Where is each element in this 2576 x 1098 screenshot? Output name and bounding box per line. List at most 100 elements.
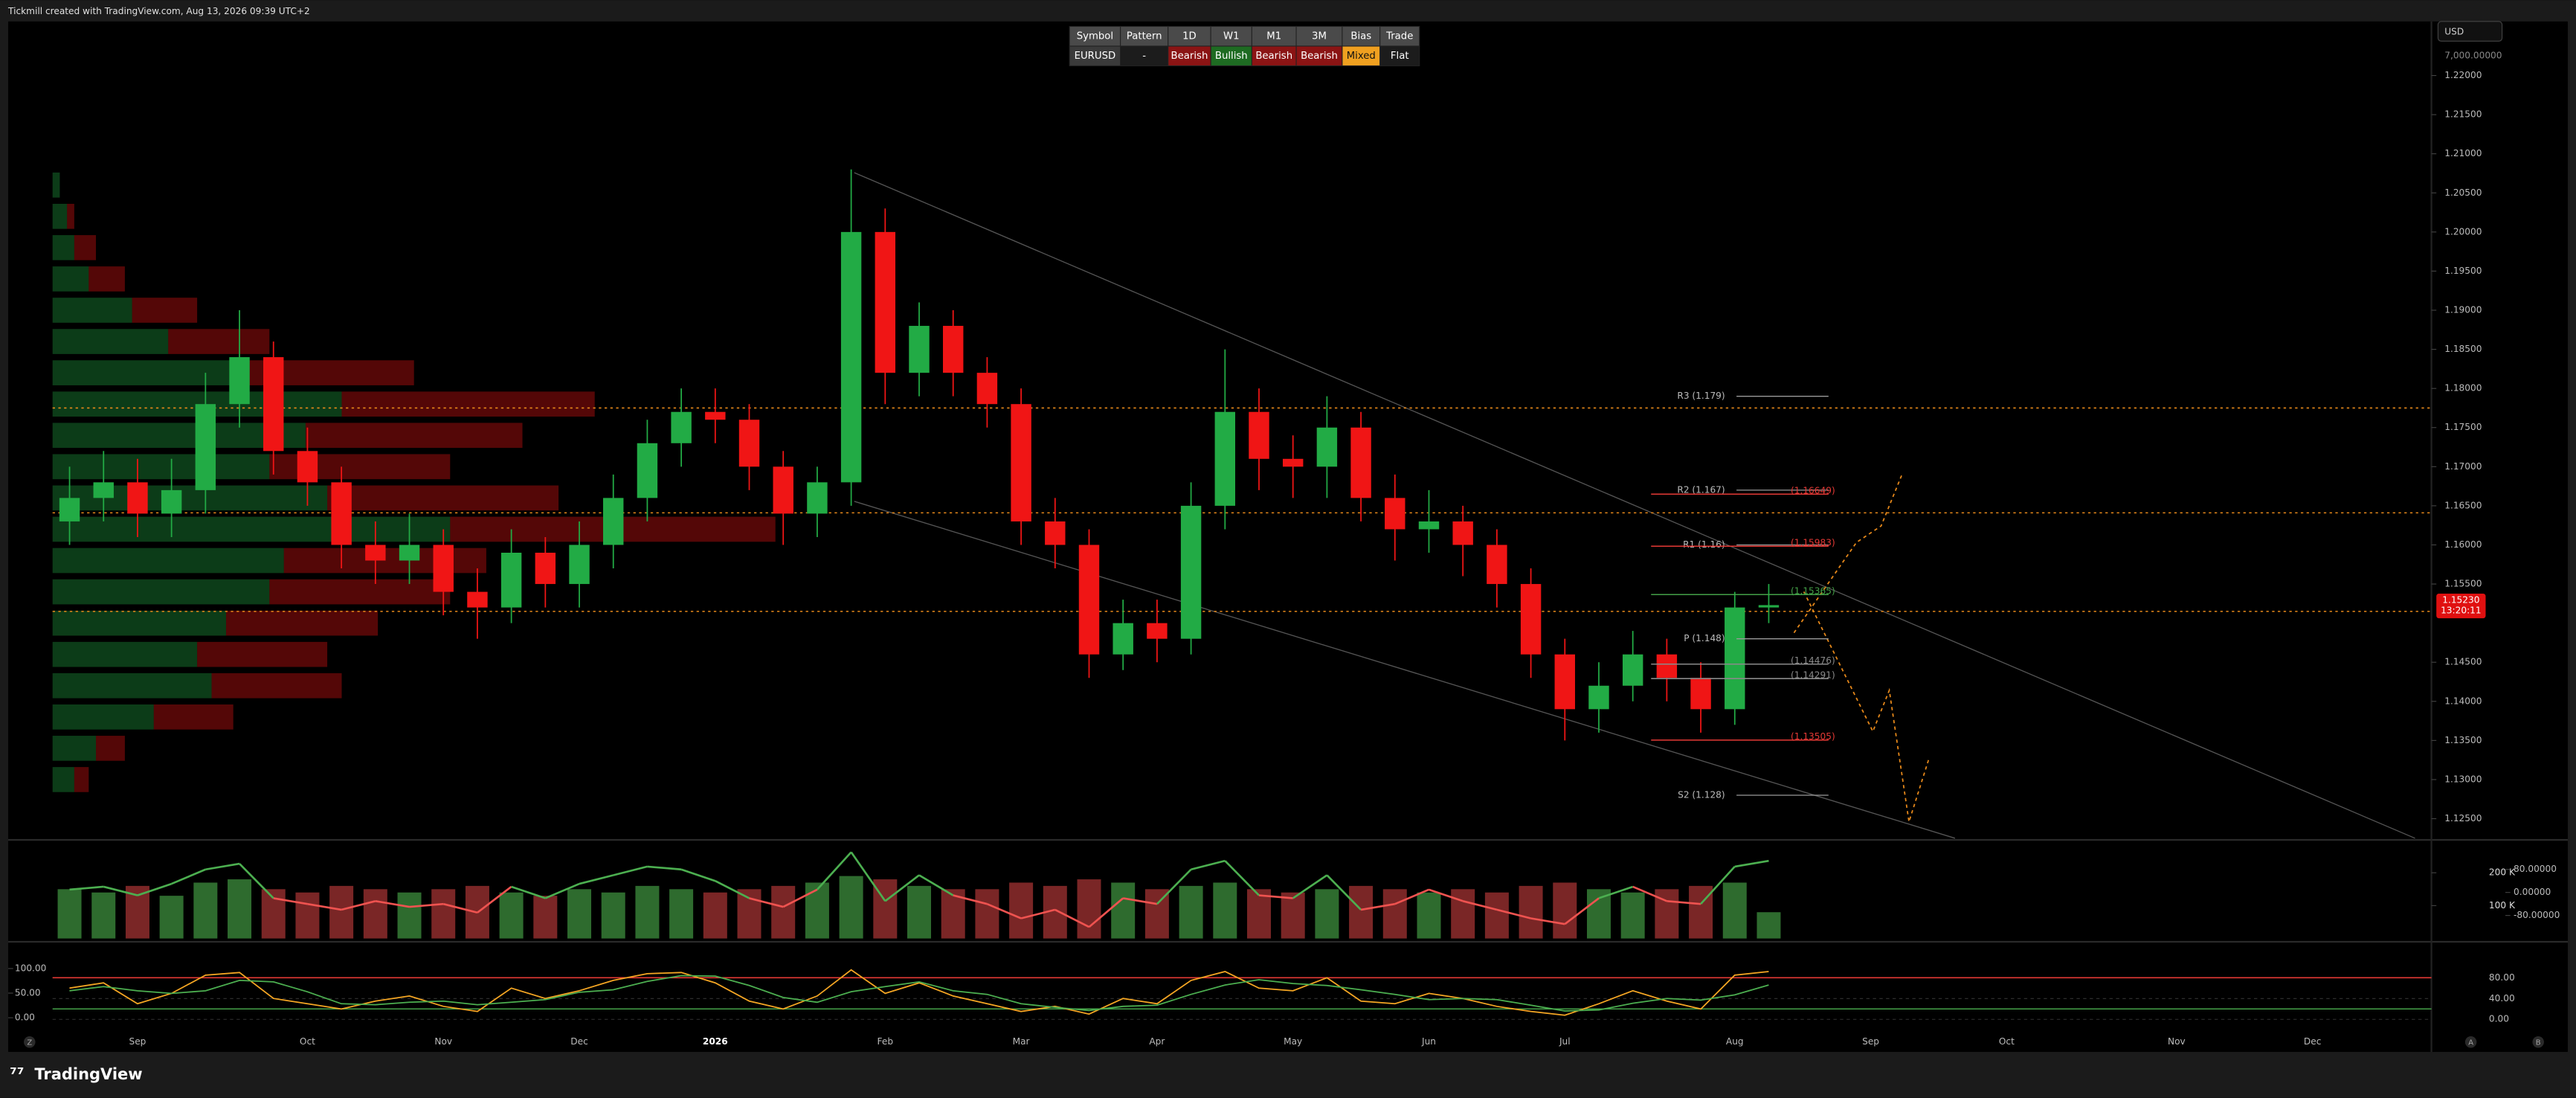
oscillator-segment xyxy=(1462,900,1498,911)
candle-body xyxy=(1758,605,1780,608)
candle-body xyxy=(637,443,658,498)
profile-down xyxy=(211,672,342,699)
profile-down xyxy=(96,736,125,761)
axis-button-label[interactable]: A xyxy=(2468,1038,2473,1047)
pivot-label: P (1.148) xyxy=(1684,633,1725,643)
profile-up xyxy=(52,516,451,542)
y-tick-label: 1.15500 xyxy=(2444,579,2482,589)
currency[interactable]: USD xyxy=(2444,27,2464,37)
oscillator-segment xyxy=(273,897,308,905)
volume-bar xyxy=(499,892,524,939)
volume-tick-label: 200 K xyxy=(2489,867,2516,878)
fib-label: (1.13505) xyxy=(1791,731,1835,742)
volume-bar xyxy=(1586,889,1611,939)
volume-bar xyxy=(839,876,863,939)
volume-bar xyxy=(295,892,320,939)
candle-body xyxy=(399,545,420,561)
table-header-text: Trade xyxy=(1385,31,1413,42)
volume-bar xyxy=(1382,889,1407,939)
table-cell-text: Mixed xyxy=(1347,51,1376,62)
x-tick-label: Oct xyxy=(1999,1036,2015,1047)
candle-body xyxy=(467,591,488,608)
volume-bar xyxy=(703,892,727,939)
oscillator-segment xyxy=(1394,888,1430,905)
profile-up xyxy=(52,172,60,198)
volume-bar xyxy=(1179,885,1203,939)
stoch-y2-label: 40.00 xyxy=(2489,993,2515,1004)
axis-button[interactable] xyxy=(2532,1036,2544,1048)
axis-button-label[interactable]: B xyxy=(2536,1038,2541,1047)
profile-up xyxy=(52,454,270,480)
volume-bar xyxy=(975,889,999,939)
x-tick-label: Jun xyxy=(1421,1036,1436,1047)
brand-logo: ⁷⁷ xyxy=(10,1065,24,1084)
x-tick-label: 2026 xyxy=(703,1036,728,1047)
profile-down xyxy=(74,235,97,260)
profile-up xyxy=(52,610,226,636)
fib-label: (1.14476) xyxy=(1791,655,1835,666)
volume-bar xyxy=(567,889,592,939)
y-tick-label: 1.13500 xyxy=(2444,735,2482,745)
currency-box[interactable] xyxy=(2437,21,2503,42)
candle-body xyxy=(1554,654,1575,710)
candle-body xyxy=(1690,678,1711,710)
candle-body xyxy=(1214,411,1236,506)
profile-down xyxy=(168,329,270,354)
volume-bar xyxy=(1484,892,1509,939)
oscillator-segment xyxy=(579,874,614,885)
axis-button[interactable] xyxy=(2464,1036,2477,1048)
y-tick-label: 1.21000 xyxy=(2444,148,2482,158)
axis-button[interactable] xyxy=(24,1036,36,1048)
candle-body xyxy=(1078,545,1100,655)
oscillator-segment xyxy=(1496,908,1531,919)
volume-bar xyxy=(601,892,625,939)
oscillator-segment xyxy=(544,882,580,899)
oscillator-segment xyxy=(1122,897,1158,905)
oscillator-segment xyxy=(69,885,104,891)
candle-body xyxy=(365,545,386,561)
candle-body xyxy=(263,357,284,452)
x-tick-label: Apr xyxy=(1149,1036,1165,1047)
oscillator-segment xyxy=(103,885,138,896)
y-tick-label: 1.20500 xyxy=(2444,187,2482,198)
candle-body xyxy=(1112,623,1133,655)
fib-label: (1.14291) xyxy=(1791,670,1835,680)
osc-tick-label: -80.00000 xyxy=(2514,910,2560,920)
candle-body xyxy=(433,545,454,592)
x-tick-label: Sep xyxy=(1862,1036,1879,1047)
volume-bar xyxy=(159,896,184,939)
profile-down xyxy=(225,610,379,636)
volume-bar xyxy=(329,885,354,939)
table-header-text: 1D xyxy=(1182,31,1197,42)
oscillator-segment xyxy=(1667,899,1701,905)
table-cell-text: EURUSD xyxy=(1075,51,1116,62)
volume-bar xyxy=(363,889,387,939)
volume-bar xyxy=(737,889,761,939)
oscillator-segment xyxy=(171,868,206,885)
y-tick-label: 1.21500 xyxy=(2444,109,2482,120)
stoch-tick-label: 100.00 xyxy=(15,963,46,973)
oscillator-segment xyxy=(816,851,852,890)
candle-body xyxy=(705,411,726,420)
candle-body xyxy=(1180,505,1202,639)
oscillator-segment xyxy=(1632,885,1667,902)
candle-body xyxy=(1487,545,1507,585)
axis-button-label[interactable]: Z xyxy=(27,1038,32,1047)
candle-body xyxy=(1622,654,1643,686)
oscillator-segment xyxy=(239,863,274,899)
volume-bar xyxy=(533,896,558,939)
candle-body xyxy=(1418,521,1440,530)
candle-body xyxy=(1520,584,1542,655)
chart-area xyxy=(8,21,2568,1053)
table-cell xyxy=(1168,45,1211,67)
candle-body xyxy=(161,489,182,514)
candle-body xyxy=(1385,498,1405,530)
x-tick-label: Jul xyxy=(1559,1036,1571,1047)
volume-bar xyxy=(1519,885,1543,939)
profile-down xyxy=(341,391,595,417)
oscillator-segment xyxy=(477,885,512,914)
y-tick-label: 1.16500 xyxy=(2444,500,2482,510)
candle-body xyxy=(1452,521,1473,545)
y-tick-label: 1.18500 xyxy=(2444,344,2482,354)
volume-bar xyxy=(1349,885,1374,939)
